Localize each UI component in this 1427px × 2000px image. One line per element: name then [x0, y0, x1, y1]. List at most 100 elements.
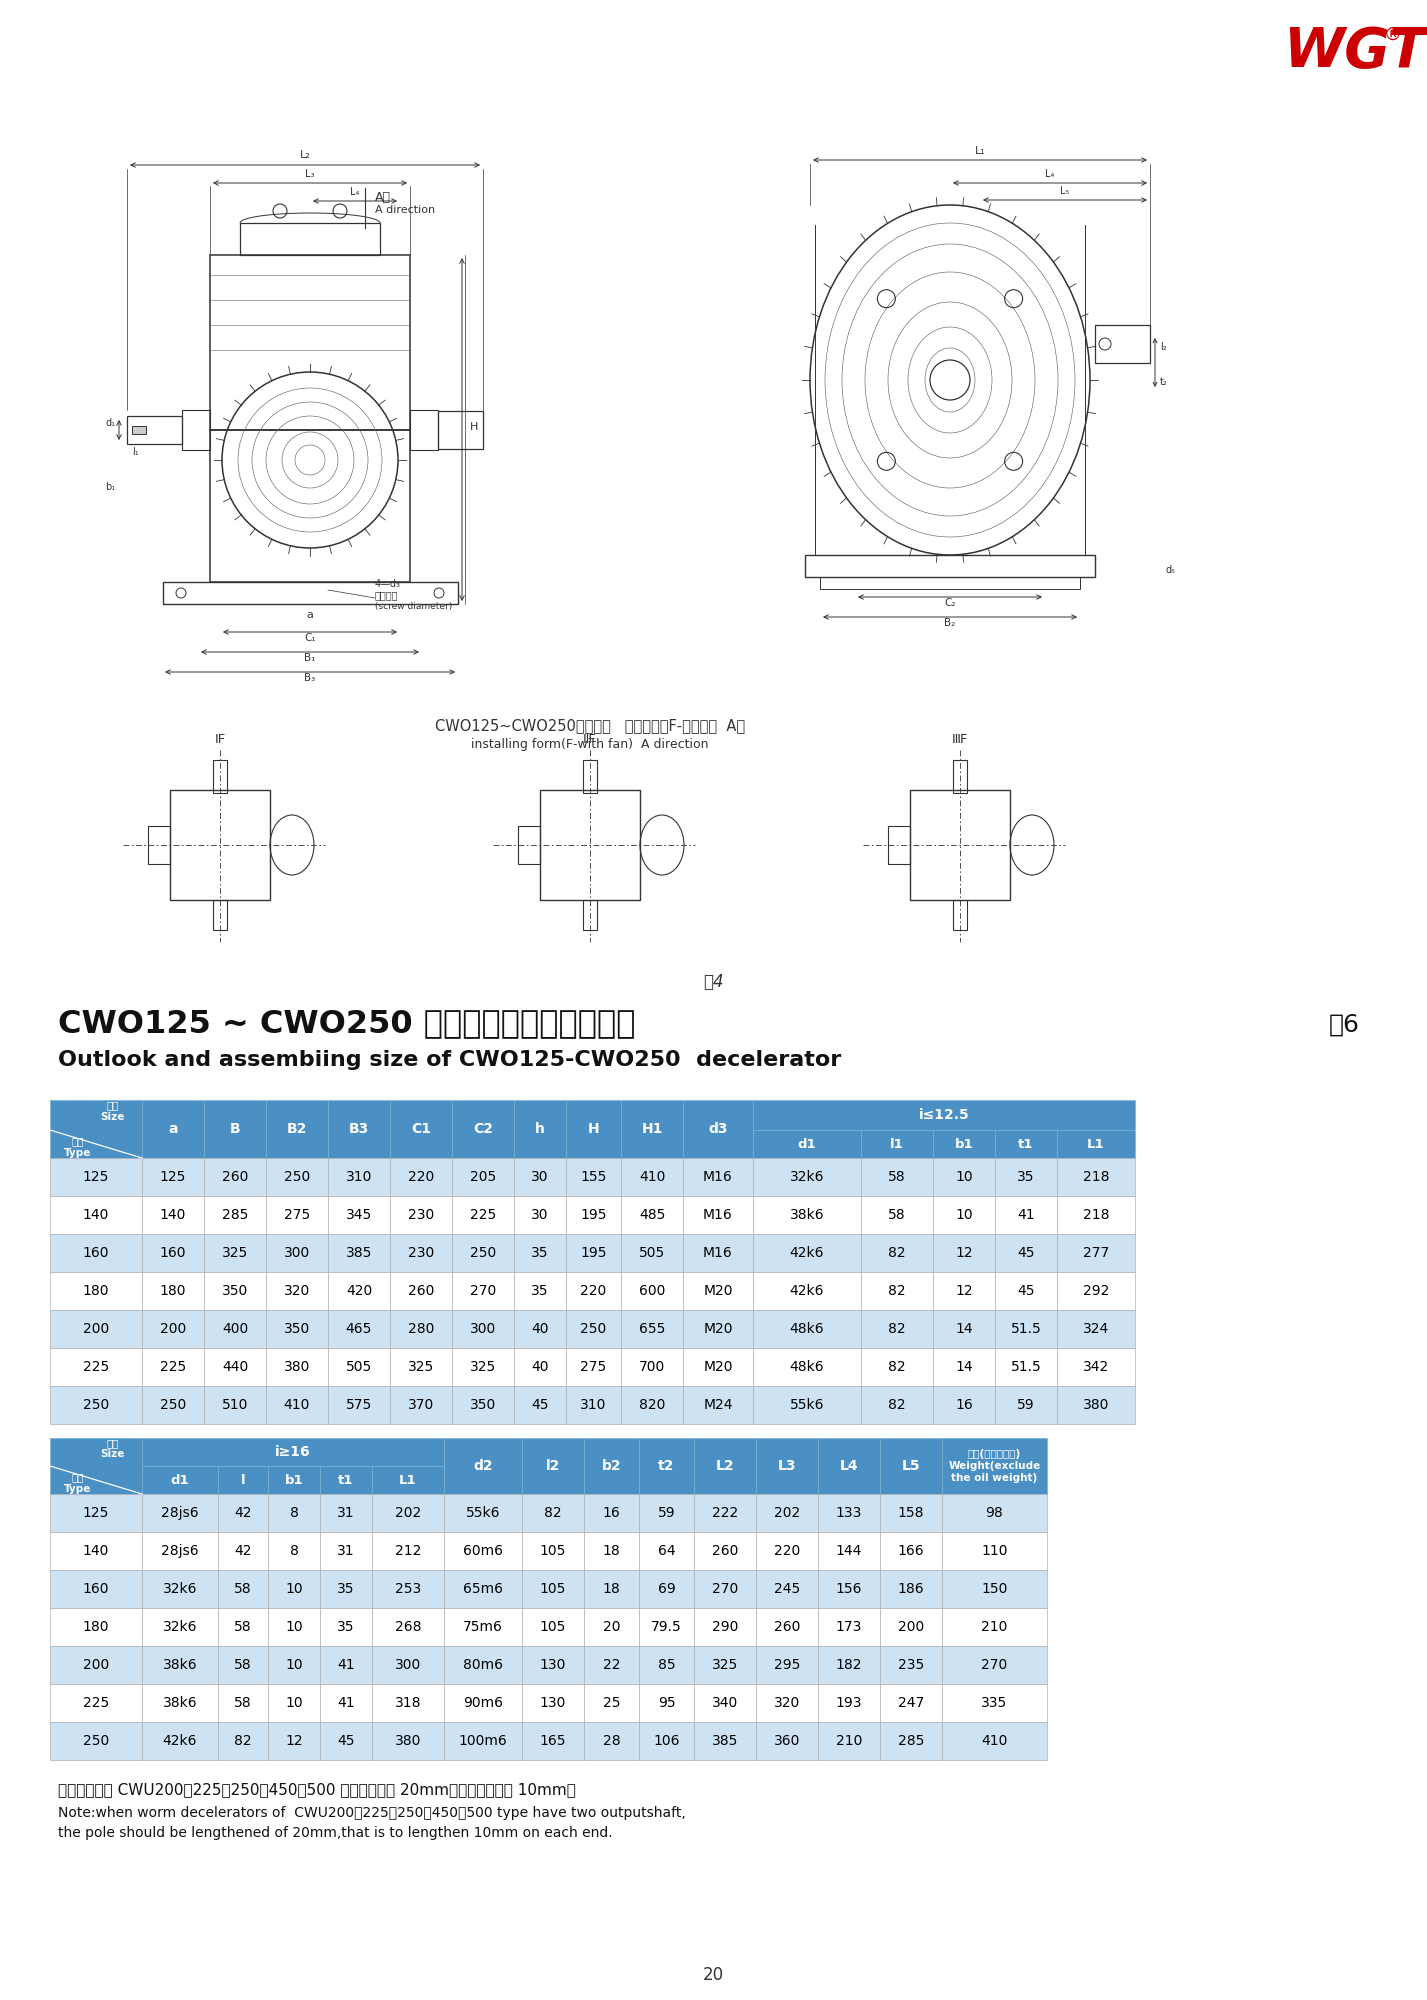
Text: 袆6: 袆6 [1329, 1012, 1360, 1036]
Bar [265, 1234, 328, 1272]
Text: 105: 105 [539, 1620, 567, 1634]
Bar [756, 1570, 818, 1608]
Text: 380: 380 [284, 1360, 310, 1374]
Bar [218, 1570, 268, 1608]
Bar [452, 1158, 514, 1196]
Bar [143, 1100, 204, 1158]
Text: H1: H1 [641, 1122, 662, 1136]
Bar [320, 1608, 372, 1646]
Text: L1: L1 [400, 1474, 417, 1486]
Text: 212: 212 [395, 1544, 421, 1558]
Bar [639, 1570, 694, 1608]
Bar [880, 1532, 942, 1570]
Bar [143, 1438, 444, 1466]
Bar [183, 410, 210, 450]
Bar [372, 1646, 444, 1684]
Bar [218, 1608, 268, 1646]
Text: 350: 350 [284, 1322, 310, 1336]
Text: 59: 59 [1017, 1398, 1035, 1412]
Text: 45: 45 [1017, 1284, 1035, 1298]
Bar [694, 1494, 756, 1532]
Bar [522, 1570, 584, 1608]
Text: 133: 133 [836, 1506, 862, 1520]
Text: L₂: L₂ [300, 150, 311, 160]
Text: the pole should be lengthened of 20mm,that is to lengthen 10mm on each end.: the pole should be lengthened of 20mm,th… [59, 1826, 612, 1840]
Text: L5: L5 [902, 1460, 920, 1472]
Bar [639, 1646, 694, 1684]
Text: 225: 225 [83, 1360, 108, 1374]
Text: 410: 410 [982, 1734, 1007, 1748]
Text: l₁: l₁ [131, 448, 138, 458]
Bar [567, 1310, 621, 1348]
Bar [50, 1532, 143, 1570]
Text: 165: 165 [539, 1734, 567, 1748]
Text: 10: 10 [285, 1696, 303, 1710]
Text: 250: 250 [469, 1246, 497, 1260]
Text: 64: 64 [658, 1544, 675, 1558]
Text: 350: 350 [221, 1284, 248, 1298]
Bar [880, 1494, 942, 1532]
Text: M20: M20 [704, 1284, 732, 1298]
Bar [444, 1532, 522, 1570]
Bar [328, 1158, 390, 1196]
Bar [684, 1158, 753, 1196]
Bar [933, 1196, 995, 1234]
Text: 140: 140 [160, 1208, 186, 1222]
Bar [204, 1310, 265, 1348]
Text: 245: 245 [773, 1582, 801, 1596]
Bar [438, 412, 482, 450]
Text: 40: 40 [531, 1360, 549, 1374]
Bar [942, 1608, 1047, 1646]
Text: 250: 250 [160, 1398, 186, 1412]
Bar [818, 1684, 880, 1722]
Bar [218, 1466, 268, 1494]
Text: b2: b2 [602, 1460, 621, 1472]
Bar [753, 1310, 860, 1348]
Text: 注：蜗杆双出 CWU200、225、250、450、500 杆总长须加长 20mm，即两端各加长 10mm。: 注：蜗杆双出 CWU200、225、250、450、500 杆总长须加长 20m… [59, 1782, 577, 1796]
Text: 28js6: 28js6 [161, 1544, 198, 1558]
Text: CWO125 ~ CWO250 型减速器外形及安装尺寸: CWO125 ~ CWO250 型减速器外形及安装尺寸 [59, 1008, 635, 1040]
Bar [143, 1348, 204, 1386]
Text: 12: 12 [285, 1734, 303, 1748]
Bar [753, 1348, 860, 1386]
Bar [514, 1196, 567, 1234]
Bar [50, 1494, 143, 1532]
Text: 655: 655 [639, 1322, 665, 1336]
Text: 260: 260 [773, 1620, 801, 1634]
Text: 130: 130 [539, 1658, 567, 1672]
Bar [514, 1386, 567, 1424]
Bar [818, 1570, 880, 1608]
Bar [942, 1494, 1047, 1532]
Text: 螺栓直径: 螺栓直径 [375, 590, 398, 600]
Text: ⅠF: ⅠF [214, 732, 225, 746]
Bar [584, 900, 596, 930]
Text: 140: 140 [83, 1208, 110, 1222]
Text: A向: A向 [375, 192, 391, 204]
Bar [444, 1494, 522, 1532]
Text: 420: 420 [345, 1284, 372, 1298]
Bar [694, 1570, 756, 1608]
Bar [320, 1684, 372, 1722]
Bar [143, 1684, 218, 1722]
Bar [50, 1100, 143, 1158]
Bar [390, 1310, 452, 1348]
Text: 10: 10 [285, 1582, 303, 1596]
Bar [143, 1532, 218, 1570]
Text: t2: t2 [658, 1460, 675, 1472]
Bar [265, 1310, 328, 1348]
Text: L1: L1 [1087, 1138, 1104, 1150]
Bar [1057, 1348, 1134, 1386]
Text: 79.5: 79.5 [651, 1620, 682, 1634]
Text: 320: 320 [773, 1696, 801, 1710]
Bar [410, 410, 438, 450]
Bar [320, 1532, 372, 1570]
Text: 202: 202 [395, 1506, 421, 1520]
Text: L₄: L₄ [1046, 170, 1055, 180]
Bar [1057, 1130, 1134, 1158]
Bar [933, 1272, 995, 1310]
Bar [639, 1722, 694, 1760]
Text: 247: 247 [898, 1696, 925, 1710]
Bar [268, 1646, 320, 1684]
Text: 58: 58 [888, 1208, 906, 1222]
Bar [888, 826, 910, 864]
